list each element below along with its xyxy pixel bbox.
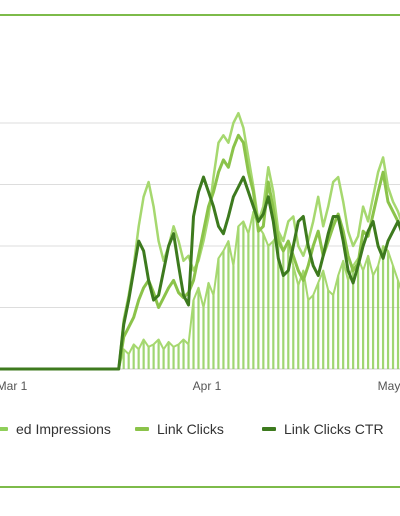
impression-bar[interactable] bbox=[287, 241, 290, 369]
impression-bar[interactable] bbox=[162, 349, 165, 369]
impression-bar[interactable] bbox=[272, 241, 275, 369]
impression-bar[interactable] bbox=[327, 290, 330, 369]
impression-bar[interactable] bbox=[371, 275, 375, 369]
impression-bar[interactable] bbox=[391, 265, 395, 369]
impression-bars bbox=[122, 211, 400, 370]
impression-bar[interactable] bbox=[257, 226, 260, 369]
impression-bar[interactable] bbox=[396, 280, 400, 369]
impression-bar[interactable] bbox=[292, 265, 295, 369]
impression-bar[interactable] bbox=[252, 211, 255, 369]
impression-bar[interactable] bbox=[357, 258, 360, 369]
impression-bar[interactable] bbox=[381, 246, 385, 369]
legend-swatch-link-clicks-ctr bbox=[262, 427, 276, 431]
impression-bar[interactable] bbox=[222, 250, 225, 369]
impression-bar[interactable] bbox=[187, 344, 190, 369]
impression-bar[interactable] bbox=[322, 270, 325, 369]
legend-item-impressions[interactable]: ed Impressions bbox=[0, 421, 111, 437]
impression-bar[interactable] bbox=[366, 255, 370, 369]
impression-bar[interactable] bbox=[267, 246, 270, 369]
impression-bar[interactable] bbox=[122, 349, 125, 369]
impression-bar[interactable] bbox=[197, 287, 200, 369]
impression-bar[interactable] bbox=[207, 282, 210, 369]
chart-legend: ed Impressions Link Clicks Link Clicks C… bbox=[0, 421, 400, 441]
impression-bar[interactable] bbox=[362, 270, 365, 369]
impression-bar[interactable] bbox=[247, 233, 250, 369]
impression-bar[interactable] bbox=[152, 344, 155, 369]
impression-bar[interactable] bbox=[242, 221, 245, 369]
impression-bar[interactable] bbox=[167, 341, 170, 369]
x-axis-ticks: Mar 1 Apr 1 May bbox=[0, 379, 400, 393]
impression-bar[interactable] bbox=[332, 295, 335, 369]
impression-bar[interactable] bbox=[342, 260, 345, 369]
impression-bar[interactable] bbox=[337, 275, 340, 369]
series-line-impressions[interactable] bbox=[0, 210, 400, 370]
impression-bar[interactable] bbox=[312, 295, 315, 369]
impression-bar[interactable] bbox=[386, 250, 390, 369]
legend-label-link-clicks-ctr: Link Clicks CTR bbox=[284, 421, 384, 437]
impression-bar[interactable] bbox=[347, 280, 350, 369]
legend-item-link-clicks[interactable]: Link Clicks bbox=[135, 421, 224, 437]
impression-bar[interactable] bbox=[132, 344, 135, 369]
impression-bar[interactable] bbox=[282, 250, 285, 369]
legend-label-impressions: ed Impressions bbox=[16, 421, 111, 437]
impression-bar[interactable] bbox=[127, 354, 130, 369]
impression-bar[interactable] bbox=[192, 300, 195, 369]
impression-bar[interactable] bbox=[232, 265, 235, 369]
impression-bar[interactable] bbox=[137, 349, 140, 369]
impression-bar[interactable] bbox=[157, 339, 160, 369]
series-line-link-clicks-ctr[interactable] bbox=[0, 175, 400, 371]
legend-swatch-link-clicks bbox=[135, 427, 149, 431]
impression-bar[interactable] bbox=[142, 339, 145, 369]
x-tick-label: May bbox=[378, 379, 400, 393]
impression-bar[interactable] bbox=[227, 241, 230, 369]
impression-bar[interactable] bbox=[202, 307, 205, 370]
impression-bar[interactable] bbox=[317, 282, 320, 369]
legend-swatch-impressions bbox=[0, 427, 8, 431]
impression-bar[interactable] bbox=[217, 258, 220, 369]
impression-bar[interactable] bbox=[307, 300, 310, 369]
impression-bar[interactable] bbox=[172, 346, 175, 369]
impression-bar[interactable] bbox=[262, 233, 265, 369]
impression-bar[interactable] bbox=[147, 346, 150, 369]
legend-label-link-clicks: Link Clicks bbox=[157, 421, 224, 437]
series-lines bbox=[0, 111, 400, 371]
impression-bar[interactable] bbox=[302, 270, 305, 369]
x-tick-label: Mar 1 bbox=[0, 379, 28, 393]
x-tick-label: Apr 1 bbox=[193, 379, 222, 393]
impression-bar[interactable] bbox=[212, 295, 215, 369]
impression-bar[interactable] bbox=[376, 265, 380, 369]
impression-bar[interactable] bbox=[237, 226, 240, 369]
series-line-link-clicks[interactable] bbox=[0, 133, 400, 371]
impression-bar[interactable] bbox=[297, 285, 300, 369]
legend-item-link-clicks-ctr[interactable]: Link Clicks CTR bbox=[262, 421, 384, 437]
impression-bar[interactable] bbox=[277, 233, 280, 369]
impression-bar[interactable] bbox=[177, 344, 180, 369]
impression-bar[interactable] bbox=[182, 339, 185, 369]
impression-bar[interactable] bbox=[352, 265, 355, 369]
